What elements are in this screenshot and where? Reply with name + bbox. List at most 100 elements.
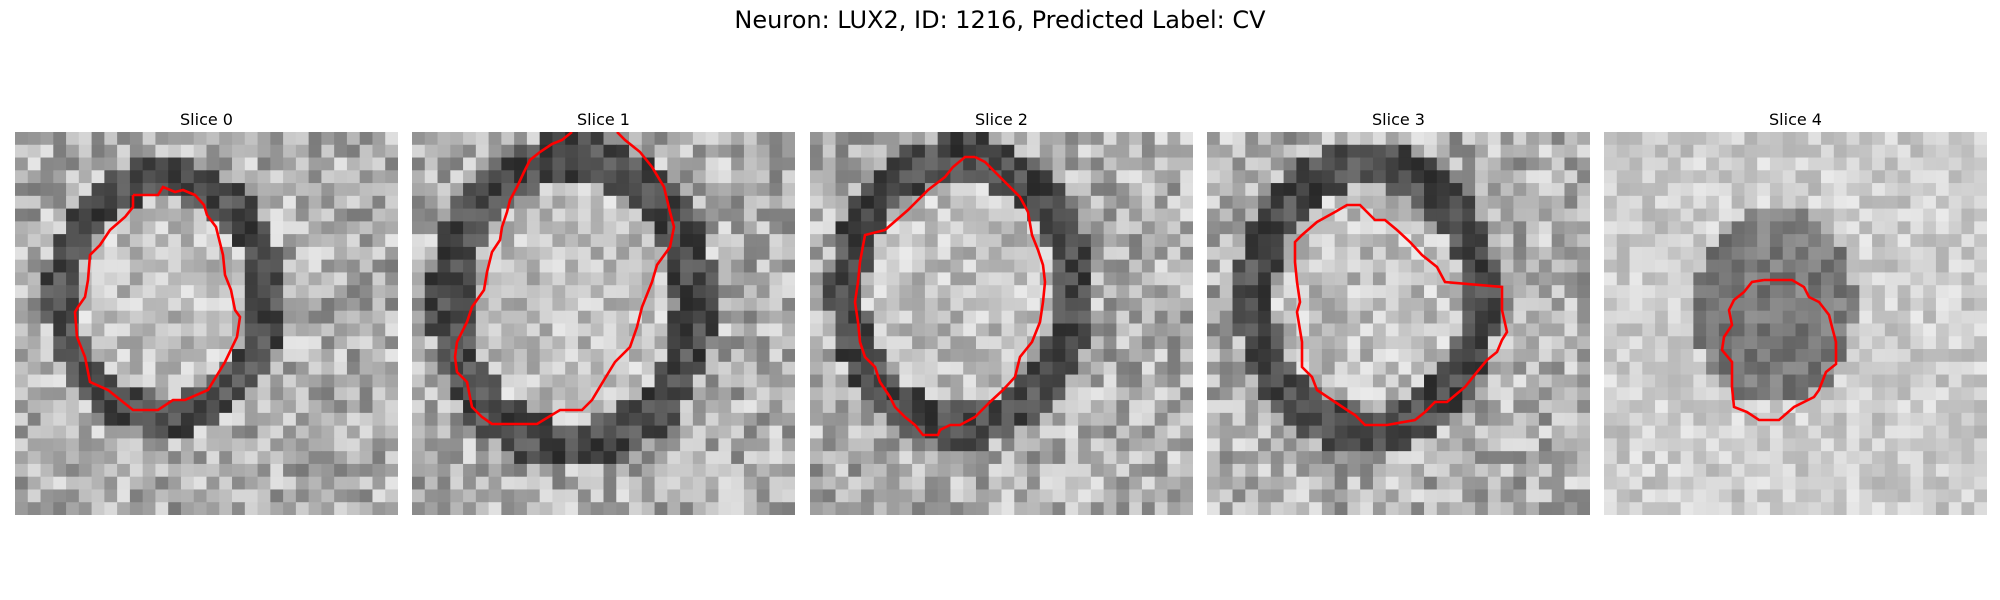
image-pixel: [1769, 463, 1784, 478]
image-pixel: [835, 297, 849, 312]
image-pixel: [743, 400, 758, 414]
image-pixel: [886, 323, 900, 337]
image-pixel: [1398, 463, 1412, 478]
image-pixel: [743, 170, 758, 184]
image-pixel: [822, 489, 837, 503]
image-pixel: [1487, 323, 1502, 337]
image-pixel: [168, 310, 182, 325]
image-pixel: [1078, 132, 1092, 146]
image-pixel: [1090, 221, 1105, 235]
image-pixel: [78, 400, 93, 414]
image-pixel: [1078, 502, 1092, 515]
image-pixel: [1270, 221, 1285, 235]
image-pixel: [283, 400, 297, 414]
image-pixel: [641, 170, 656, 184]
image-pixel: [629, 502, 643, 515]
image-pixel: [15, 234, 29, 248]
image-pixel: [616, 451, 630, 465]
image-pixel: [1629, 323, 1643, 337]
image-pixel: [899, 374, 913, 388]
image-pixel: [1693, 285, 1707, 299]
image-pixel: [1334, 323, 1349, 337]
image-pixel: [1616, 489, 1631, 503]
image-pixel: [1167, 285, 1181, 299]
image-pixel: [66, 387, 80, 401]
image-pixel: [526, 400, 541, 414]
image-pixel: [1141, 144, 1156, 159]
image-pixel: [1564, 412, 1578, 427]
image-pixel: [975, 489, 990, 503]
image-pixel: [1436, 297, 1451, 312]
image-pixel: [334, 170, 348, 184]
image-pixel: [899, 349, 913, 363]
image-pixel: [1207, 285, 1221, 299]
image-pixel: [1884, 144, 1899, 159]
image-pixel: [463, 425, 477, 439]
image-pixel: [1604, 170, 1618, 184]
image-pixel: [667, 425, 681, 439]
image-pixel: [1154, 183, 1169, 197]
image-pixel: [1821, 425, 1835, 439]
image-pixel: [705, 132, 719, 146]
image-pixel: [1039, 144, 1054, 159]
image-pixel: [244, 425, 259, 439]
image-pixel: [1258, 132, 1272, 146]
image-pixel: [1923, 336, 1937, 350]
image-pixel: [654, 425, 668, 439]
image-pixel: [1462, 157, 1476, 171]
image-pixel: [1923, 361, 1937, 376]
image-pixel: [1001, 246, 1015, 261]
image-pixel: [590, 349, 605, 363]
image-pixel: [1116, 336, 1130, 350]
image-pixel: [629, 144, 643, 159]
image-pixel: [1436, 157, 1451, 171]
image-pixel: [950, 463, 964, 478]
image-pixel: [1731, 170, 1746, 184]
image-pixel: [1706, 272, 1720, 286]
image-pixel: [1731, 463, 1746, 478]
image-pixel: [680, 246, 694, 261]
image-pixel: [1129, 476, 1143, 491]
image-pixel: [308, 132, 322, 146]
image-pixel: [1001, 132, 1015, 146]
image-pixel: [1884, 412, 1899, 427]
image-pixel: [1219, 195, 1234, 210]
image-pixel: [963, 463, 977, 478]
image-pixel: [1846, 400, 1860, 414]
image-pixel: [1424, 349, 1438, 363]
image-pixel: [1372, 361, 1387, 376]
image-pixel: [861, 476, 875, 491]
image-pixel: [835, 157, 849, 171]
image-pixel: [912, 476, 926, 491]
image-pixel: [104, 374, 118, 388]
image-pixel: [769, 132, 783, 146]
image-pixel: [1258, 144, 1272, 159]
image-pixel: [743, 310, 758, 325]
image-pixel: [526, 425, 541, 439]
image-pixel: [321, 336, 335, 350]
image-pixel: [40, 195, 54, 210]
image-pixel: [501, 387, 515, 401]
image-pixel: [822, 374, 837, 388]
image-pixel: [155, 259, 169, 274]
image-pixel: [1821, 208, 1835, 222]
image-pixel: [1948, 502, 1963, 515]
image-pixel: [1526, 170, 1540, 184]
image-pixel: [1334, 144, 1349, 159]
image-pixel: [1141, 412, 1156, 427]
image-pixel: [1141, 157, 1156, 171]
image-pixel: [1372, 489, 1387, 503]
image-pixel: [78, 412, 93, 427]
image-pixel: [1207, 323, 1221, 337]
image-pixel: [1872, 170, 1886, 184]
image-pixel: [886, 349, 900, 363]
image-pixel: [654, 297, 668, 312]
image-pixel: [104, 310, 118, 325]
image-pixel: [1513, 425, 1527, 439]
image-pixel: [1462, 323, 1476, 337]
image-pixel: [950, 451, 964, 465]
image-pixel: [1948, 489, 1963, 503]
image-pixel: [168, 412, 182, 427]
image-pixel: [912, 451, 926, 465]
image-pixel: [988, 234, 1003, 248]
